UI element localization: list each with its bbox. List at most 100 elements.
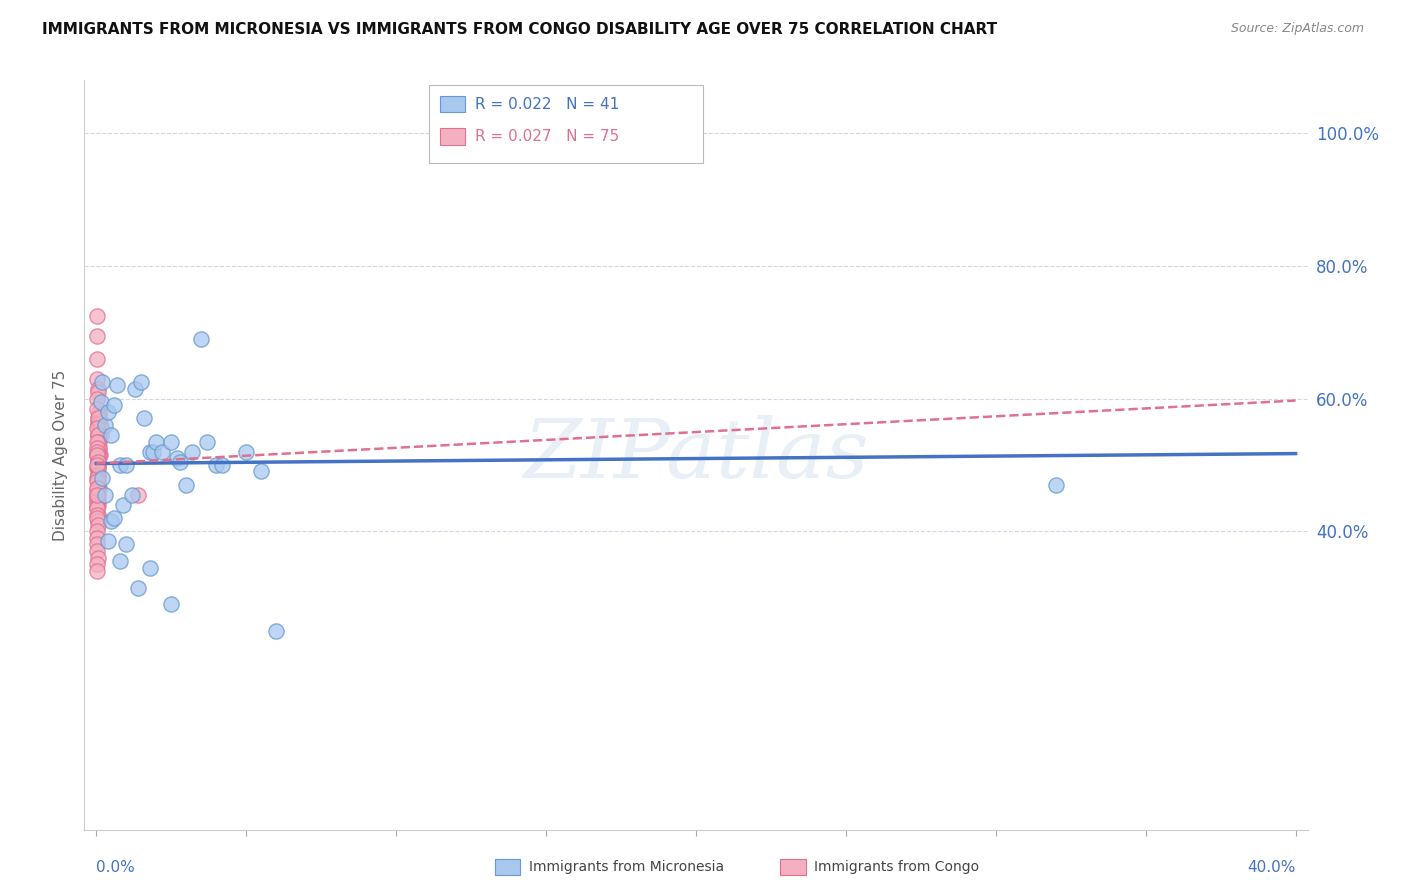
Point <box>160 597 183 611</box>
Text: ZIPatlas: ZIPatlas <box>523 415 869 495</box>
Point <box>87 418 110 433</box>
Point <box>115 537 138 551</box>
Point <box>211 458 233 472</box>
Text: R = 0.022   N = 41: R = 0.022 N = 41 <box>475 97 620 112</box>
Point <box>94 488 117 502</box>
Point <box>86 498 108 512</box>
Point <box>166 451 188 466</box>
Point <box>86 434 108 449</box>
Point <box>86 488 108 502</box>
Point <box>90 395 112 409</box>
Point <box>86 537 108 551</box>
Point <box>142 444 165 458</box>
Point <box>87 428 110 442</box>
Text: 40.0%: 40.0% <box>1247 860 1295 875</box>
Point <box>127 488 149 502</box>
Point <box>87 418 110 433</box>
Point <box>87 448 110 462</box>
Point <box>94 418 117 433</box>
Text: IMMIGRANTS FROM MICRONESIA VS IMMIGRANTS FROM CONGO DISABILITY AGE OVER 75 CORRE: IMMIGRANTS FROM MICRONESIA VS IMMIGRANTS… <box>42 22 997 37</box>
Point <box>86 494 108 508</box>
Point <box>86 411 108 425</box>
Point <box>87 481 110 495</box>
Point <box>87 442 110 456</box>
Point <box>89 405 111 419</box>
Point <box>86 484 108 499</box>
Point <box>86 309 108 323</box>
Point <box>86 444 108 458</box>
Point <box>86 448 108 462</box>
Point <box>89 408 111 422</box>
Point <box>134 411 156 425</box>
Point <box>87 384 110 399</box>
Point <box>87 434 110 449</box>
Point <box>86 411 108 425</box>
Point <box>131 375 153 389</box>
Point <box>86 498 108 512</box>
Point <box>97 405 120 419</box>
Point <box>86 454 108 468</box>
Point <box>86 471 108 485</box>
Point <box>87 475 110 489</box>
Point <box>87 382 110 396</box>
Point <box>86 488 108 502</box>
Point <box>89 448 111 462</box>
Point <box>121 488 143 502</box>
Point <box>103 398 125 412</box>
Point <box>87 434 110 449</box>
Point <box>87 415 110 429</box>
Point <box>86 448 108 462</box>
Point <box>87 428 110 442</box>
Point <box>105 378 128 392</box>
Point <box>86 481 108 495</box>
Text: Source: ZipAtlas.com: Source: ZipAtlas.com <box>1230 22 1364 36</box>
Point <box>139 444 162 458</box>
Point <box>110 458 132 472</box>
Point <box>89 415 111 429</box>
Point <box>127 581 149 595</box>
Point <box>87 461 110 475</box>
Point <box>87 458 110 472</box>
Point <box>86 517 108 532</box>
Point <box>100 428 122 442</box>
Point <box>169 454 191 468</box>
Point <box>87 488 110 502</box>
Point <box>86 508 108 522</box>
Point <box>86 531 108 545</box>
Point <box>86 500 108 515</box>
Point <box>89 442 111 456</box>
Point <box>100 514 122 528</box>
Point <box>86 467 108 482</box>
Point <box>86 428 108 442</box>
Point <box>124 382 146 396</box>
Point <box>86 458 108 472</box>
Point <box>86 564 108 578</box>
Text: Immigrants from Congo: Immigrants from Congo <box>814 860 979 874</box>
Point <box>145 434 167 449</box>
Point <box>86 372 108 386</box>
Point <box>235 444 257 458</box>
Point <box>86 500 108 515</box>
Point <box>1045 477 1067 491</box>
Point <box>87 514 110 528</box>
Text: 0.0%: 0.0% <box>97 860 135 875</box>
Point <box>86 544 108 558</box>
Point <box>86 475 108 489</box>
Point <box>90 421 112 435</box>
Point <box>86 524 108 538</box>
Point <box>205 458 228 472</box>
Point <box>87 550 110 565</box>
Point <box>150 444 173 458</box>
Point <box>139 560 162 574</box>
Point <box>87 514 110 528</box>
Point <box>86 461 108 475</box>
Point <box>87 494 110 508</box>
Point <box>86 558 108 572</box>
Point <box>87 461 110 475</box>
Point <box>181 444 204 458</box>
Point <box>89 448 111 462</box>
Point <box>112 498 135 512</box>
Point <box>91 375 114 389</box>
Text: R = 0.027   N = 75: R = 0.027 N = 75 <box>475 129 620 144</box>
Point <box>264 624 287 638</box>
